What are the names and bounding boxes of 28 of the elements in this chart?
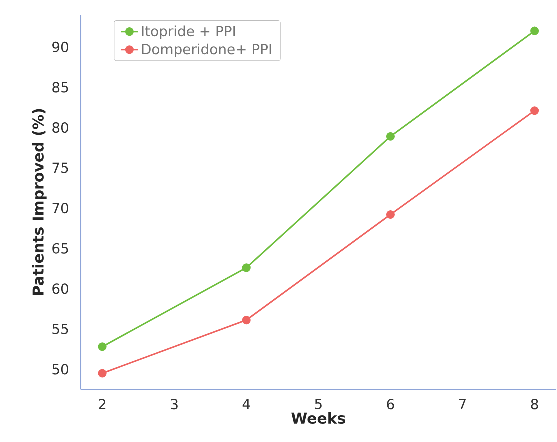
y-tick-label: 85 <box>52 82 68 93</box>
y-tick-label: 50 <box>52 364 68 375</box>
point <box>98 342 107 352</box>
point <box>242 316 251 325</box>
y-tick-label: 60 <box>52 284 68 294</box>
y-tick-label: 90 <box>52 42 68 53</box>
x-tick-label: 3 <box>171 399 178 410</box>
y-tick-label: 55 <box>52 324 68 335</box>
x-tick-label: 7 <box>459 399 466 410</box>
point <box>386 210 395 220</box>
y-tick-label: 65 <box>52 244 68 254</box>
x-tick-label: 2 <box>99 399 106 410</box>
point <box>386 132 395 142</box>
point <box>98 369 107 378</box>
legend-label: Domperidone+ PPI <box>142 44 272 58</box>
y-axis-title: Patients Improved (%) <box>32 110 47 296</box>
x-tick-label: 8 <box>531 399 538 410</box>
y-tick-label: 75 <box>52 163 68 174</box>
point <box>530 27 540 36</box>
y-tick-label: 80 <box>52 122 68 134</box>
x-axis-title: Weeks <box>292 412 346 424</box>
x-tick-label: 4 <box>242 399 250 410</box>
point <box>242 264 251 272</box>
point <box>530 106 540 116</box>
x-tick-label: 6 <box>387 399 394 410</box>
legend-label: Itopride + PPI <box>142 26 236 40</box>
x-tick-label: 5 <box>315 399 322 410</box>
y-tick-label: 70 <box>52 203 68 214</box>
